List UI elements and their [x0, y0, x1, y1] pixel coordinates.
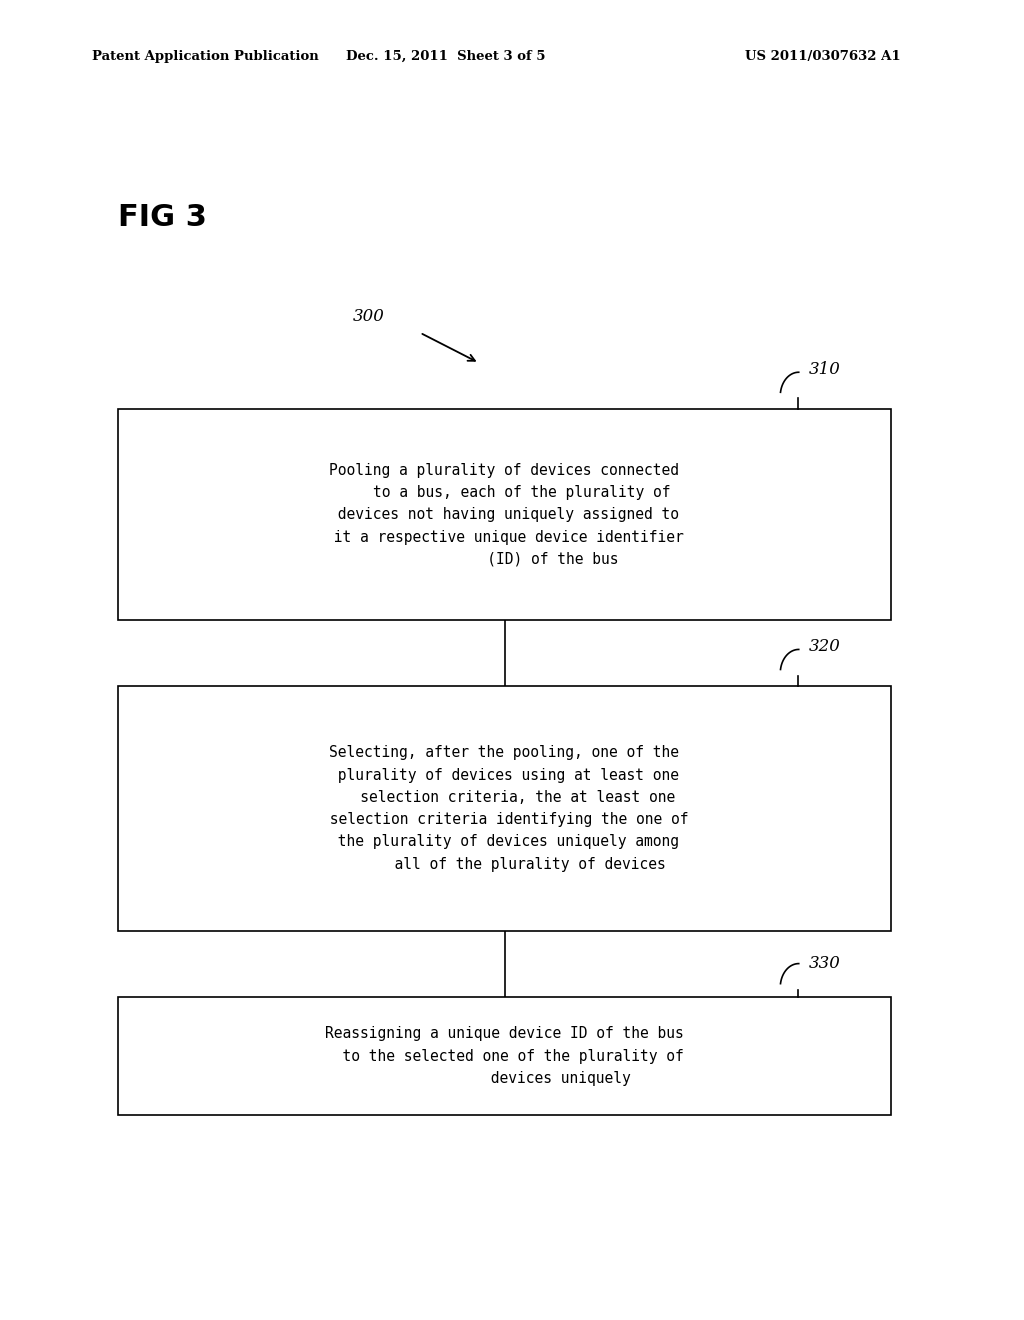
Text: 330: 330: [809, 956, 841, 972]
Text: 320: 320: [809, 639, 841, 655]
Bar: [118, 409, 891, 620]
Text: Reassigning a unique device ID of the bus
  to the selected one of the plurality: Reassigning a unique device ID of the bu…: [325, 1027, 684, 1085]
Text: Selecting, after the pooling, one of the
 plurality of devices using at least on: Selecting, after the pooling, one of the…: [321, 746, 688, 871]
Bar: [118, 686, 891, 931]
Text: Pooling a plurality of devices connected
    to a bus, each of the plurality of
: Pooling a plurality of devices connected…: [325, 463, 684, 566]
Bar: [118, 997, 891, 1115]
Text: Patent Application Publication: Patent Application Publication: [92, 50, 318, 63]
Text: 300: 300: [353, 309, 385, 325]
Text: Dec. 15, 2011  Sheet 3 of 5: Dec. 15, 2011 Sheet 3 of 5: [346, 50, 545, 63]
Text: US 2011/0307632 A1: US 2011/0307632 A1: [745, 50, 901, 63]
Text: 310: 310: [809, 362, 841, 378]
Text: FIG 3: FIG 3: [118, 203, 207, 232]
